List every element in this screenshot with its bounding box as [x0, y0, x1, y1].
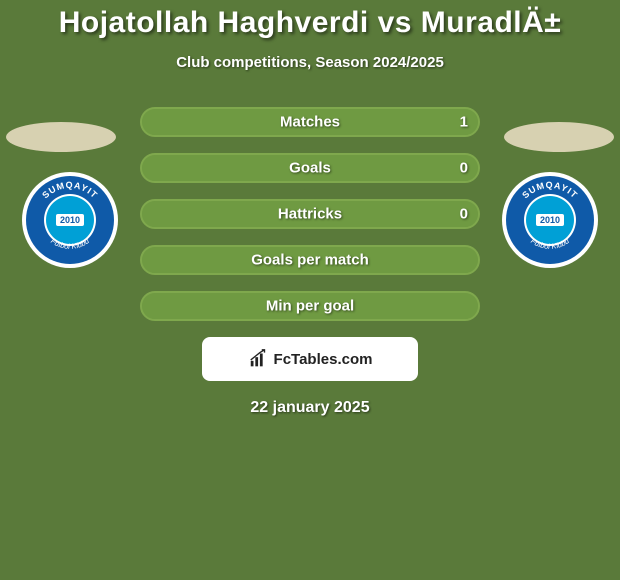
stat-row: Matches 1 — [0, 107, 620, 137]
fctables-watermark: FcTables.com — [202, 337, 418, 381]
stat-row: Goals per match — [0, 245, 620, 275]
date-label: 22 january 2025 — [0, 399, 620, 417]
stat-label: Goals — [289, 160, 331, 177]
comparison-card: Hojatollah Haghverdi vs MuradlÄ± Club co… — [0, 0, 620, 580]
stat-value-right: 1 — [460, 114, 468, 131]
stat-bar: Hattricks 0 — [140, 199, 480, 229]
stat-row: Min per goal — [0, 291, 620, 321]
fctables-text: FcTables.com — [274, 351, 373, 368]
stats-table: Matches 1 Goals 0 Hattricks 0 Goals per match M… — [0, 107, 620, 321]
stat-label: Hattricks — [278, 206, 342, 223]
stat-label: Matches — [280, 114, 340, 131]
bar-chart-icon — [248, 348, 270, 370]
stat-label: Goals per match — [251, 252, 369, 269]
stat-value-right: 0 — [460, 160, 468, 177]
stat-bar: Goals per match — [140, 245, 480, 275]
stat-bar: Matches 1 — [140, 107, 480, 137]
page-title: Hojatollah Haghverdi vs MuradlÄ± — [0, 0, 620, 40]
stat-bar: Min per goal — [140, 291, 480, 321]
stat-row: Goals 0 — [0, 153, 620, 183]
stat-value-right: 0 — [460, 206, 468, 223]
stat-label: Min per goal — [266, 298, 354, 315]
stat-row: Hattricks 0 — [0, 199, 620, 229]
stat-bar: Goals 0 — [140, 153, 480, 183]
subtitle: Club competitions, Season 2024/2025 — [0, 54, 620, 71]
